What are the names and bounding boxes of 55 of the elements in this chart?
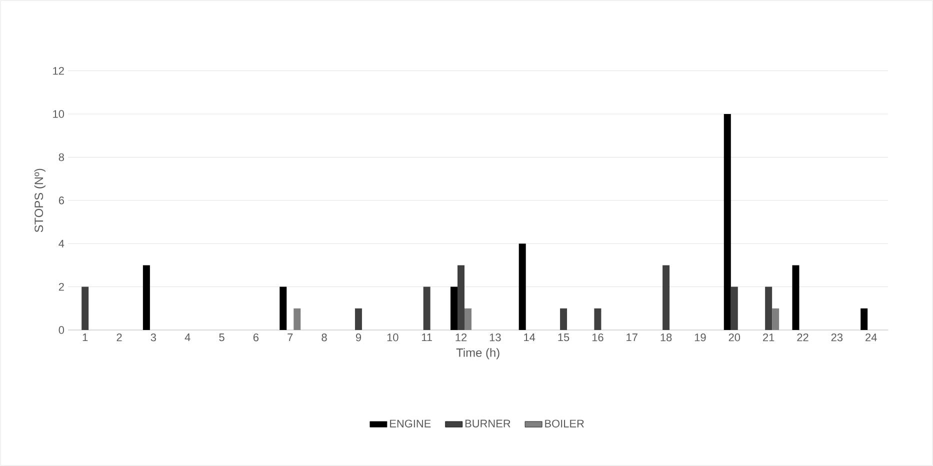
x-tick-label: 12 <box>456 334 467 342</box>
legend-label: BOILER <box>545 420 584 428</box>
x-tick-label: 14 <box>524 334 536 342</box>
x-tick-label: 21 <box>763 334 774 342</box>
x-tick-label: 10 <box>387 334 398 342</box>
bar <box>458 265 464 330</box>
bar <box>142 265 150 330</box>
y-axis-title: STOPS (Nº) <box>34 168 46 232</box>
bar <box>594 308 602 330</box>
bar <box>662 265 670 330</box>
x-tick-label: 3 <box>150 334 156 342</box>
x-tick-label: 1 <box>82 334 88 342</box>
bar <box>724 114 731 330</box>
y-tick-label: 2 <box>58 282 64 291</box>
bar <box>464 308 472 330</box>
bar <box>294 308 301 330</box>
x-tick-label: 9 <box>356 334 362 342</box>
x-tick-label: 20 <box>728 334 740 342</box>
x-tick-label: 5 <box>219 334 224 342</box>
x-tick-label: 6 <box>253 334 259 342</box>
bar <box>354 308 362 330</box>
x-tick-label: 13 <box>490 334 501 342</box>
x-axis-title: Time (h) <box>456 348 500 360</box>
bar <box>860 308 868 330</box>
bar <box>280 286 287 330</box>
legend-label: BURNER <box>465 420 510 428</box>
bar <box>82 286 89 330</box>
x-tick-label: 22 <box>797 334 808 342</box>
bar <box>518 244 526 330</box>
x-tick-label: 8 <box>322 334 327 342</box>
bar <box>730 286 738 330</box>
bar <box>450 286 458 330</box>
x-tick-label: 18 <box>660 334 672 342</box>
x-tick-label: 19 <box>694 334 706 342</box>
y-tick-label: 8 <box>58 153 64 162</box>
bar <box>792 265 800 330</box>
x-tick-label: 16 <box>592 334 604 342</box>
x-tick-label: 17 <box>626 334 638 342</box>
x-tick-label: 2 <box>116 334 122 342</box>
x-tick-label: 23 <box>831 334 843 342</box>
bar <box>765 286 772 330</box>
x-tick-label: 15 <box>558 334 570 342</box>
bar <box>772 308 780 330</box>
legend-label: ENGINE <box>390 420 431 428</box>
y-tick-label: 12 <box>53 67 64 75</box>
x-tick-label: 11 <box>422 334 432 342</box>
y-tick-label: 10 <box>53 110 64 118</box>
bar <box>560 308 568 330</box>
bar <box>423 286 430 330</box>
y-tick-label: 4 <box>58 240 64 248</box>
y-tick-label: 0 <box>58 326 64 334</box>
y-tick-label: 6 <box>58 196 64 204</box>
x-tick-label: 24 <box>866 334 877 342</box>
x-tick-label: 7 <box>288 334 293 342</box>
x-tick-label: 4 <box>184 334 190 342</box>
